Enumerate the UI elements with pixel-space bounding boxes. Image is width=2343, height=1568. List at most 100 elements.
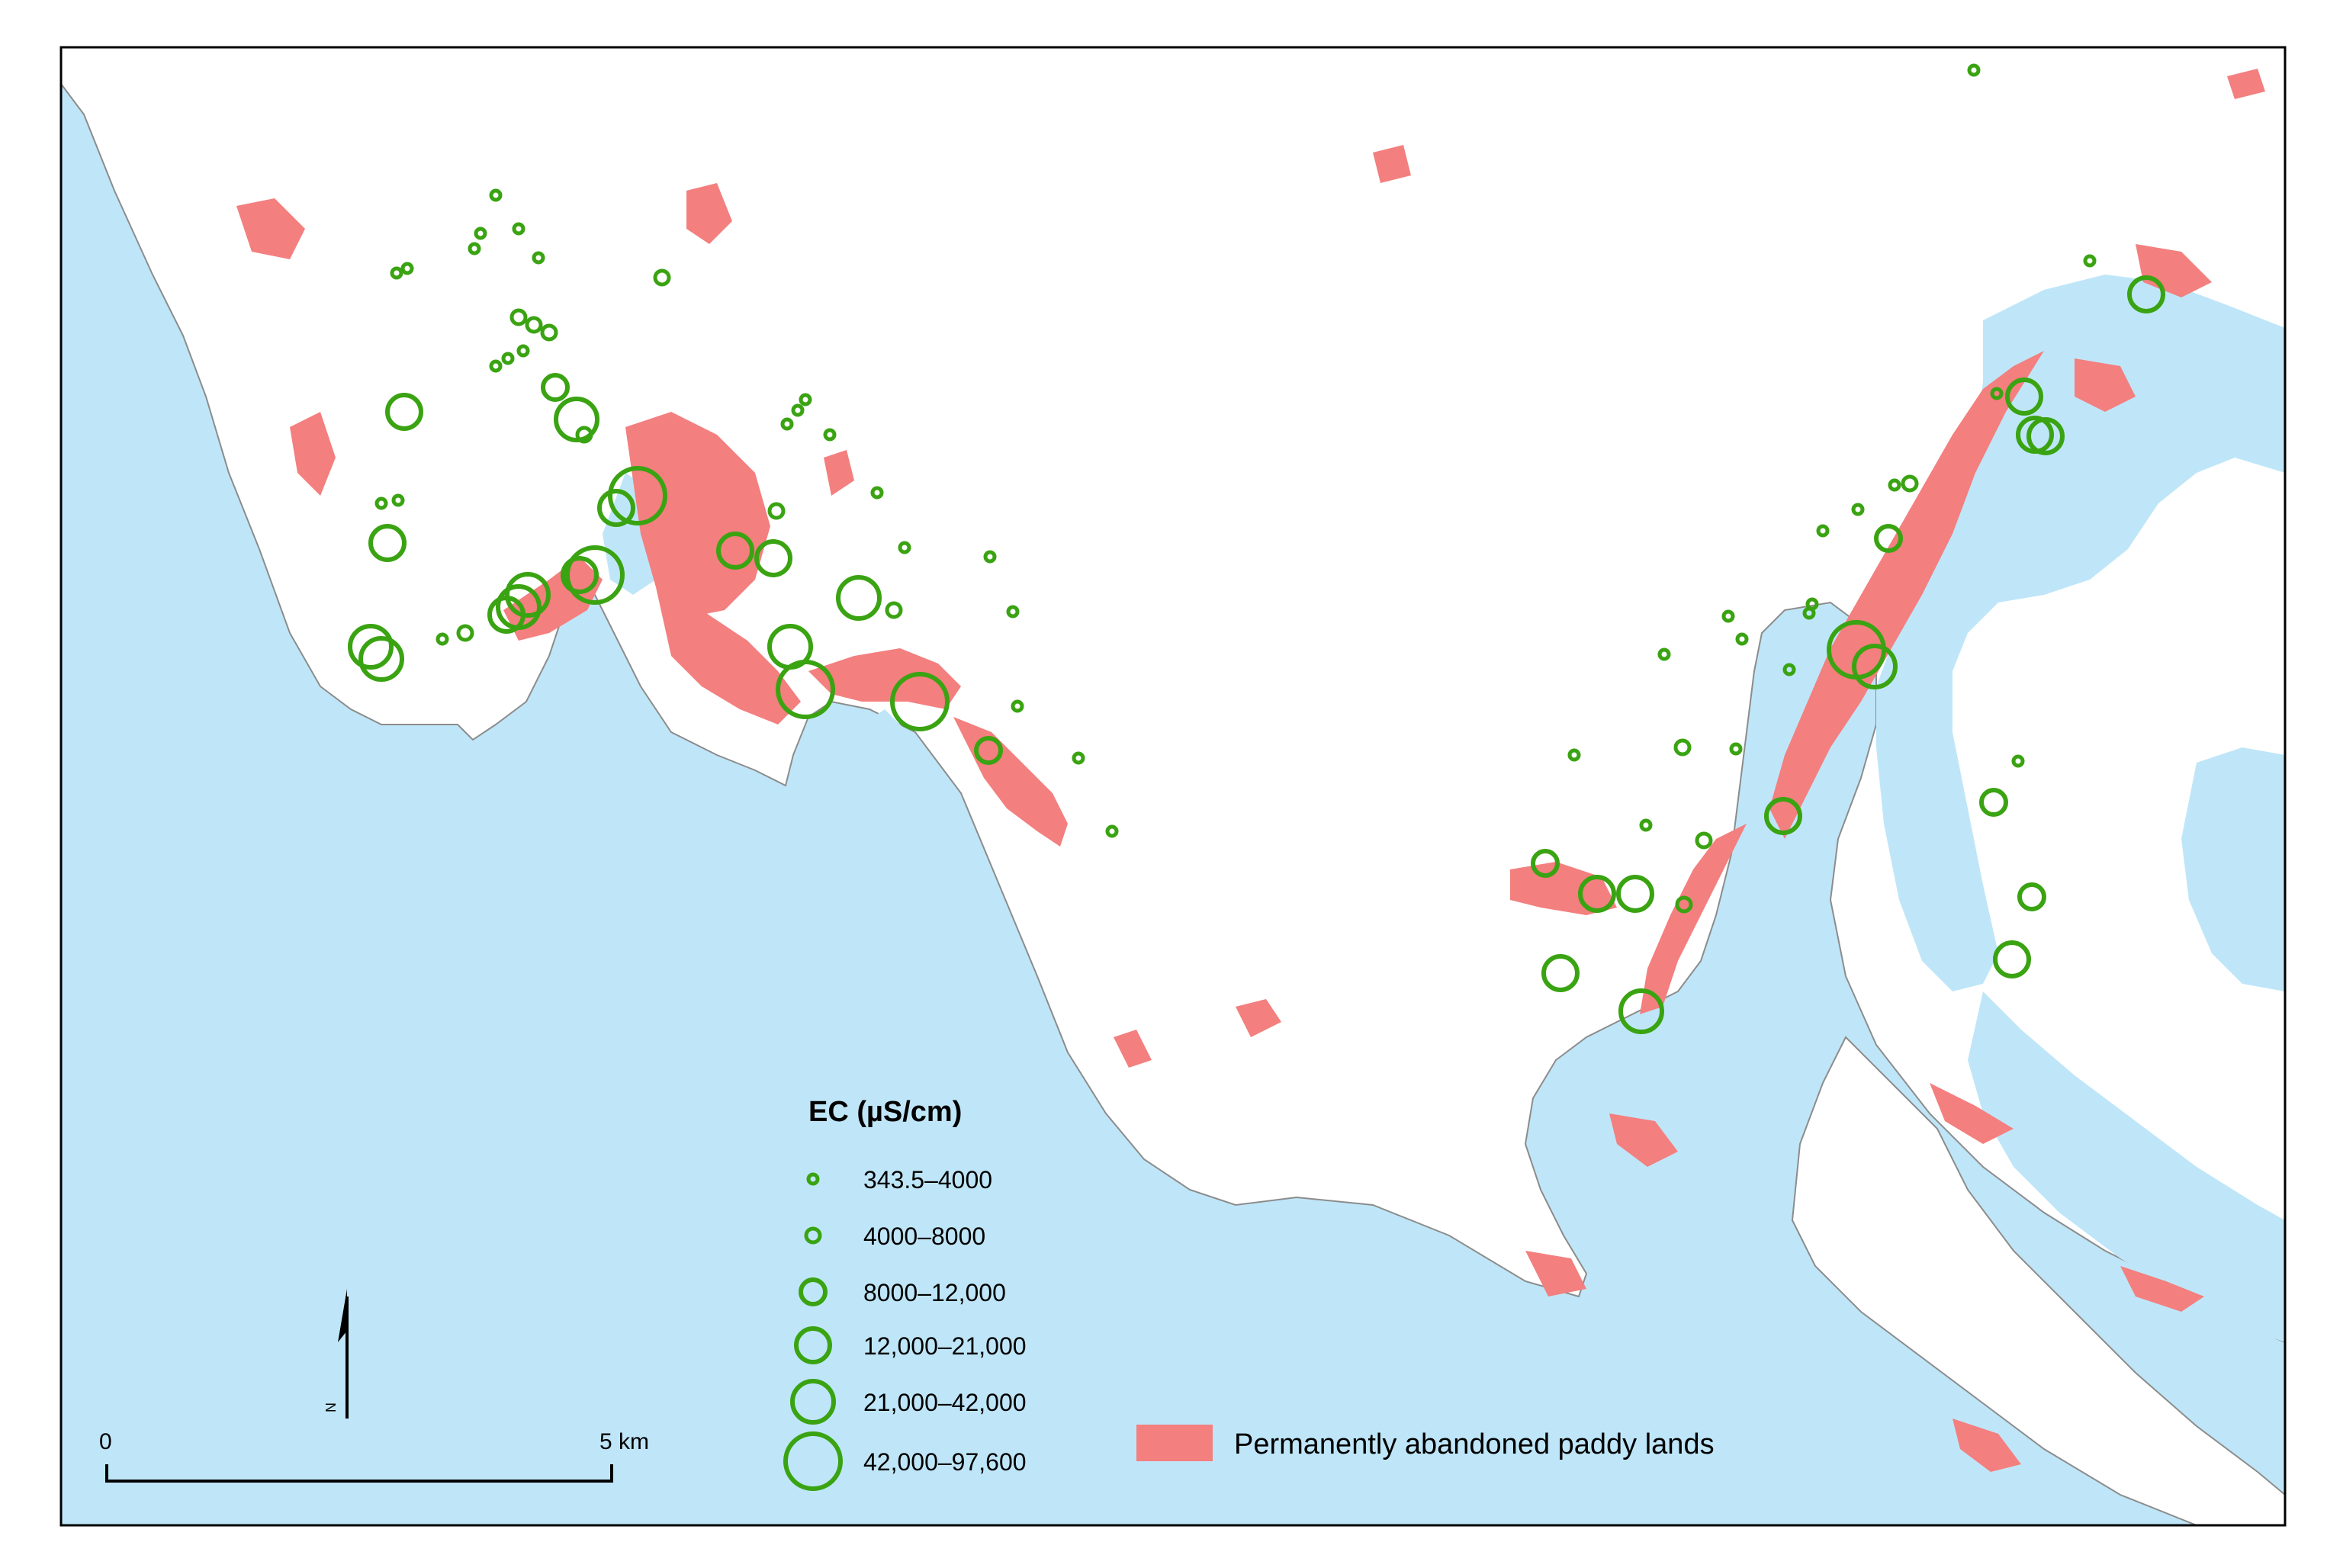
scale-bar: 0 5 km (99, 1429, 649, 1483)
inlet-bay (862, 709, 908, 770)
ec-sample-point (776, 660, 835, 719)
legend-title: EC (µS/cm) (808, 1096, 962, 1128)
ec-sample-point (575, 426, 593, 444)
ec-sample-point (890, 672, 950, 731)
north-arrow-icon (338, 1289, 347, 1342)
ec-sample-point (1657, 647, 1671, 661)
ec-sample-point (791, 403, 805, 417)
ec-sample-point (474, 227, 487, 240)
ec-sample-point (597, 489, 635, 527)
ec-sample-point (1072, 751, 1085, 765)
ec-sample-point (487, 596, 525, 634)
ec-sample-point (540, 323, 558, 342)
legend-circle-m-icon (799, 1277, 828, 1306)
ec-sample-point (608, 466, 667, 525)
legend-circle-s-icon (804, 1226, 822, 1245)
ec-sample-point (435, 632, 449, 646)
ec-sample-point (525, 316, 543, 334)
ec-sample-point (1675, 895, 1693, 914)
ec-sample-point (1851, 503, 1865, 516)
legend-class-label: 42,000–97,600 (863, 1448, 1027, 1476)
ec-sample-point (1979, 788, 2008, 817)
paddy-legend: Permanently abandoned paddy lands (1136, 1425, 1715, 1461)
ec-sample-point (836, 575, 882, 621)
scale-bar-end: 5 km (599, 1429, 649, 1454)
ec-sample-point (565, 545, 625, 605)
ec-sample-point (1764, 797, 1802, 835)
ec-sample-point (1616, 875, 1654, 913)
ec-sample-point (2127, 275, 2165, 313)
ec-sample-point (400, 262, 414, 275)
ec-sample-point (505, 572, 551, 618)
ec-sample-point (1011, 699, 1024, 713)
ec-sample-point (974, 736, 1003, 765)
ec-sample-point (489, 359, 503, 373)
ec-sample-point (1531, 849, 1560, 878)
ec-sample-point (1578, 875, 1616, 913)
ec-sample-point (716, 532, 754, 570)
ec-sample-point (1105, 824, 1119, 838)
legend-class-label: 12,000–21,000 (863, 1332, 1027, 1360)
ec-sample-point (1852, 644, 1898, 689)
ec-sample-point (489, 188, 503, 202)
ec-sample-point (1639, 818, 1653, 832)
ec-sample-point (512, 222, 525, 236)
legend-class-label: 8000–12,000 (863, 1279, 1006, 1306)
ec-sample-point (1721, 609, 1735, 623)
ec-sample-point (1874, 524, 1903, 553)
ec-sample-point (2017, 882, 2046, 911)
ec-sample-point (501, 352, 515, 365)
lagoon-channel (1968, 991, 2285, 1342)
ec-sample-point (509, 308, 528, 326)
ec-sample-point (2005, 378, 2043, 416)
ec-sample-point (885, 601, 903, 619)
peninsula (1791, 1036, 2285, 1525)
ec-sample-point (898, 541, 911, 554)
ec-sample-point (1993, 940, 2031, 978)
legend-circle-l-icon (794, 1326, 832, 1364)
ec-sample-point (374, 496, 388, 510)
ec-sample-point (391, 493, 405, 507)
legend-circle-xs-icon (806, 1172, 820, 1186)
ec-sample-point (2011, 754, 2025, 768)
ec-sample-point (385, 393, 423, 431)
paddy-lands (236, 69, 2265, 1472)
ec-sample-point (1888, 478, 1901, 492)
ec-sample-point (754, 539, 792, 577)
ec-sample-point (532, 251, 545, 265)
ec-sample-point (1673, 738, 1692, 757)
map-frame (59, 46, 2287, 1527)
ec-sample-point (456, 624, 474, 642)
ec-sample-point (358, 636, 404, 682)
ec-sample-point (541, 373, 570, 402)
ec-sample-point (561, 556, 599, 594)
map-body (61, 47, 2285, 1525)
ec-sample-point (2083, 254, 2097, 268)
north-arrow: N (323, 1289, 349, 1419)
ec-sample-point (1802, 606, 1816, 620)
ec-sample-point (870, 486, 884, 500)
ec-sample-point (799, 393, 812, 406)
north-arrow-label: N (323, 1403, 339, 1412)
ec-sample-point (1782, 663, 1796, 676)
ec-sample-point (1816, 524, 1830, 538)
ec-sample-point (767, 502, 786, 520)
legend-circle-xxl-icon (783, 1431, 843, 1491)
paddy-legend-label: Permanently abandoned paddy lands (1234, 1428, 1715, 1460)
ec-sample-points (348, 63, 2165, 1034)
ec-sample-point (516, 344, 530, 358)
ec-sample-point (1990, 387, 2004, 400)
ec-sample-point (823, 428, 837, 442)
ec-sample-point (2026, 417, 2065, 455)
ec-sample-point (390, 266, 403, 280)
ec-sample-point (1695, 831, 1713, 850)
ec-sample-point (1618, 988, 1664, 1034)
ec-sample-point (1567, 748, 1581, 762)
ec-sample-point (653, 268, 671, 287)
ec-sample-point (1541, 954, 1580, 992)
ec-sample-point (468, 242, 481, 255)
ec-legend: EC (µS/cm) 343.5–4000 4000–8000 8000–12,00… (783, 1096, 1027, 1491)
legend-class-label: 21,000–42,000 (863, 1389, 1027, 1416)
land-mass (61, 47, 2285, 1344)
